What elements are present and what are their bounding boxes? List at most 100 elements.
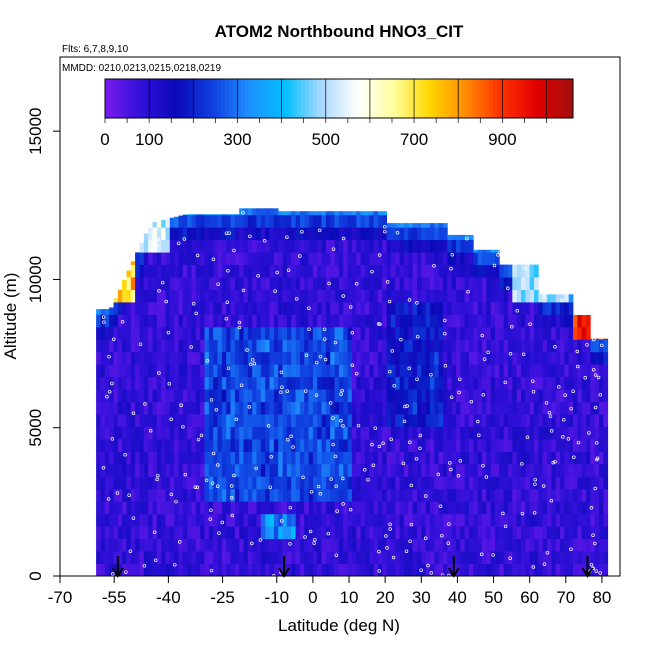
heatmap-cell	[399, 314, 405, 328]
sample-point	[194, 311, 198, 316]
heatmap-cell	[460, 463, 465, 477]
heatmap-cell	[278, 501, 283, 515]
heatmap-cell	[282, 501, 288, 515]
heatmap-cell	[434, 339, 439, 353]
heatmap-cell	[512, 389, 517, 403]
heatmap-cell	[347, 476, 353, 490]
heatmap-cell	[169, 239, 175, 253]
heatmap-cell	[443, 389, 448, 403]
heatmap-cell	[482, 426, 487, 440]
heatmap-cell	[291, 501, 296, 515]
heatmap-cell	[252, 538, 257, 552]
heatmap-cell	[247, 414, 253, 427]
heatmap-cell	[486, 302, 491, 315]
heatmap-cell	[482, 314, 487, 328]
heatmap-cell	[521, 264, 526, 278]
heatmap-cell	[278, 214, 283, 228]
heatmap-cell	[195, 513, 201, 527]
heatmap-cell	[460, 414, 465, 427]
heatmap-cell	[430, 339, 435, 353]
heatmap-cell	[581, 401, 587, 415]
heatmap-cell	[447, 414, 452, 427]
heatmap-cell	[482, 463, 487, 477]
colorbar-segment	[169, 79, 174, 118]
heatmap-cell	[351, 364, 357, 378]
heatmap-cell	[399, 501, 405, 515]
heatmap-cell	[299, 488, 305, 502]
heatmap-cell	[278, 277, 283, 290]
heatmap-cell	[321, 214, 327, 228]
sample-point	[167, 382, 172, 386]
heatmap-cell	[143, 252, 149, 265]
heatmap-cell	[109, 551, 114, 564]
heatmap-cell	[351, 351, 357, 365]
heatmap-cell	[135, 264, 140, 278]
heatmap-cell	[325, 451, 331, 465]
heatmap-cell	[299, 264, 305, 278]
heatmap-cell	[408, 302, 413, 315]
heatmap-cell	[256, 351, 262, 365]
heatmap-cell	[529, 501, 535, 515]
sample-point	[247, 405, 252, 409]
heatmap-cell	[126, 501, 132, 515]
colorbar-segment	[193, 79, 198, 118]
heatmap-cell	[135, 302, 140, 315]
heatmap-cell	[217, 326, 223, 340]
heatmap-cell	[299, 252, 305, 265]
heatmap-cell	[299, 414, 305, 427]
heatmap-cell	[169, 551, 175, 564]
heatmap-cell	[456, 289, 461, 303]
heatmap-cell	[369, 277, 374, 290]
heatmap-cell	[529, 463, 535, 477]
heatmap-cell	[247, 208, 253, 216]
heatmap-cell	[377, 389, 383, 403]
sample-point	[560, 298, 564, 303]
heatmap-cell	[165, 289, 171, 303]
heatmap-cell	[113, 351, 119, 365]
heatmap-cell	[594, 538, 600, 552]
heatmap-cell	[135, 252, 140, 253]
heatmap-cell	[482, 277, 487, 290]
heatmap-cell	[230, 476, 236, 490]
heatmap-cell	[269, 526, 275, 540]
heatmap-cell	[174, 376, 179, 390]
heatmap-cell	[161, 538, 166, 552]
heatmap-cell	[382, 289, 387, 303]
heatmap-cell	[573, 426, 578, 440]
heatmap-cell	[252, 326, 257, 340]
heatmap-cell	[104, 309, 110, 315]
heatmap-cell	[195, 501, 201, 515]
heatmap-cell	[464, 439, 470, 452]
heatmap-cell	[139, 526, 145, 540]
heatmap-cell	[443, 538, 448, 552]
heatmap-cell	[495, 414, 500, 427]
heatmap-cell	[156, 401, 162, 415]
heatmap-cell	[503, 314, 509, 328]
heatmap-cell	[573, 339, 578, 353]
heatmap-cell	[534, 513, 539, 527]
sample-point	[480, 333, 485, 338]
heatmap-cell	[464, 289, 470, 303]
heatmap-cell	[182, 526, 188, 540]
heatmap-cell	[221, 401, 227, 415]
heatmap-cell	[321, 364, 327, 378]
heatmap-cell	[139, 463, 145, 477]
heatmap-cell	[599, 414, 604, 427]
heatmap-cell	[425, 239, 431, 253]
heatmap-cell	[403, 513, 409, 527]
heatmap-cell	[560, 439, 565, 452]
heatmap-cell	[282, 252, 288, 265]
heatmap-cell	[469, 239, 474, 253]
heatmap-cell	[260, 538, 266, 552]
heatmap-cell	[122, 439, 127, 452]
heatmap-cell	[239, 326, 244, 340]
heatmap-cell	[547, 439, 552, 452]
heatmap-cell	[100, 339, 106, 353]
sample-point	[449, 467, 453, 472]
heatmap-cell	[377, 414, 383, 427]
heatmap-cell	[399, 551, 405, 564]
heatmap-cell	[347, 326, 353, 340]
sample-point	[266, 424, 271, 428]
heatmap-cell	[460, 451, 465, 465]
heatmap-cell	[139, 314, 145, 328]
